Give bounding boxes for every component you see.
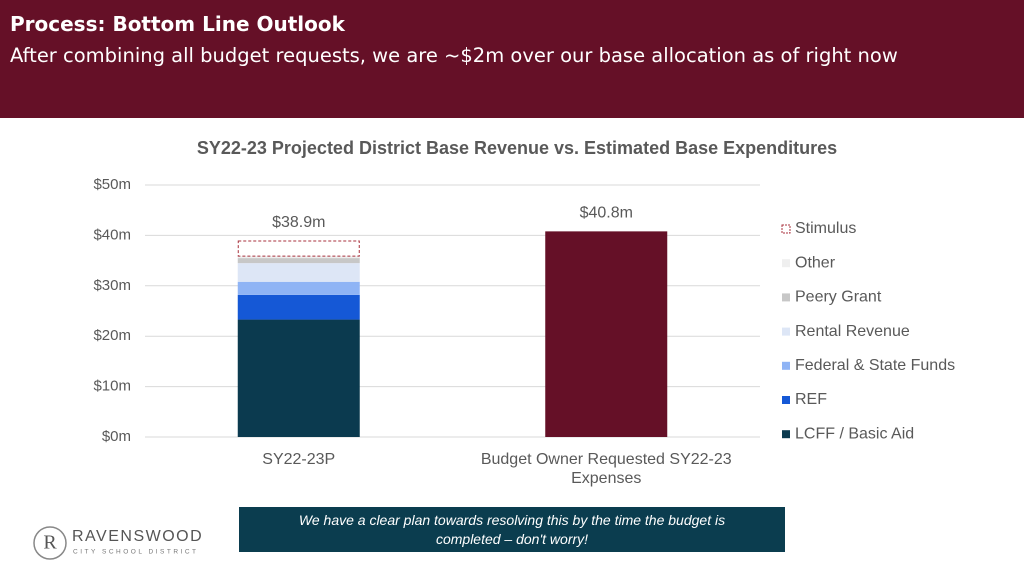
legend-swatch: [782, 396, 790, 404]
legend-swatch: [782, 293, 790, 302]
y-tick-label: $40m: [93, 226, 131, 243]
legend-swatch: [781, 224, 791, 234]
callout: We have a clear plan towards resolving t…: [239, 507, 785, 552]
bar-segment: [237, 281, 360, 295]
legend-swatch: [782, 259, 790, 268]
legend-label: Federal & State Funds: [795, 357, 955, 374]
legend-label: Peery Grant: [795, 289, 882, 306]
slide-title: Process: Bottom Line Outlook: [10, 12, 345, 36]
legend-swatch: [782, 361, 790, 370]
bar-segment: [237, 294, 360, 320]
logo-letter: R: [43, 532, 57, 554]
bar-segment: [237, 240, 360, 257]
legend-label: Other: [795, 254, 836, 271]
logo: R RAVENSWOOD CITY SCHOOL DISTRICT: [33, 526, 202, 560]
legend-label: REF: [795, 391, 827, 408]
legend-label: LCFF / Basic Aid: [795, 425, 914, 442]
y-tick-label: $30m: [93, 277, 131, 294]
x-tick-label: Budget Owner Requested SY22-23 Expenses: [480, 451, 732, 487]
header: Process: Bottom Line Outlook After combi…: [0, 0, 1024, 118]
legend-label: Rental Revenue: [795, 323, 910, 340]
legend-swatch: [782, 327, 790, 336]
chart: SY22-23 Projected District Base Revenue …: [93, 138, 955, 445]
bar-segment: [237, 256, 360, 259]
x-tick-label: SY22-23P: [262, 451, 336, 468]
y-tick-label: $10m: [93, 378, 131, 395]
logo-name: RAVENSWOOD: [72, 528, 202, 545]
bar-segment: [237, 319, 360, 437]
bar-segment: [237, 258, 360, 264]
logo-tagline: CITY SCHOOL DISTRICT: [73, 549, 198, 556]
slide-subtitle: After combining all budget requests, we …: [10, 44, 898, 67]
chart-title: SY22-23 Projected District Base Revenue …: [197, 138, 837, 158]
y-tick-label: $50m: [93, 176, 131, 193]
callout-line: completed – don't worry!: [435, 531, 589, 547]
legend-swatch: [782, 430, 790, 439]
total-label: $38.9m: [272, 214, 325, 231]
y-tick-label: $20m: [93, 327, 131, 344]
callout-line: We have a clear plan towards resolving t…: [298, 512, 726, 528]
bar-segment: [545, 231, 668, 437]
total-label: $40.8m: [580, 205, 633, 222]
logo-circle: [33, 526, 67, 560]
bar-segment: [237, 263, 360, 282]
legend-label: Stimulus: [795, 220, 856, 237]
y-tick-label: $0m: [102, 428, 131, 445]
